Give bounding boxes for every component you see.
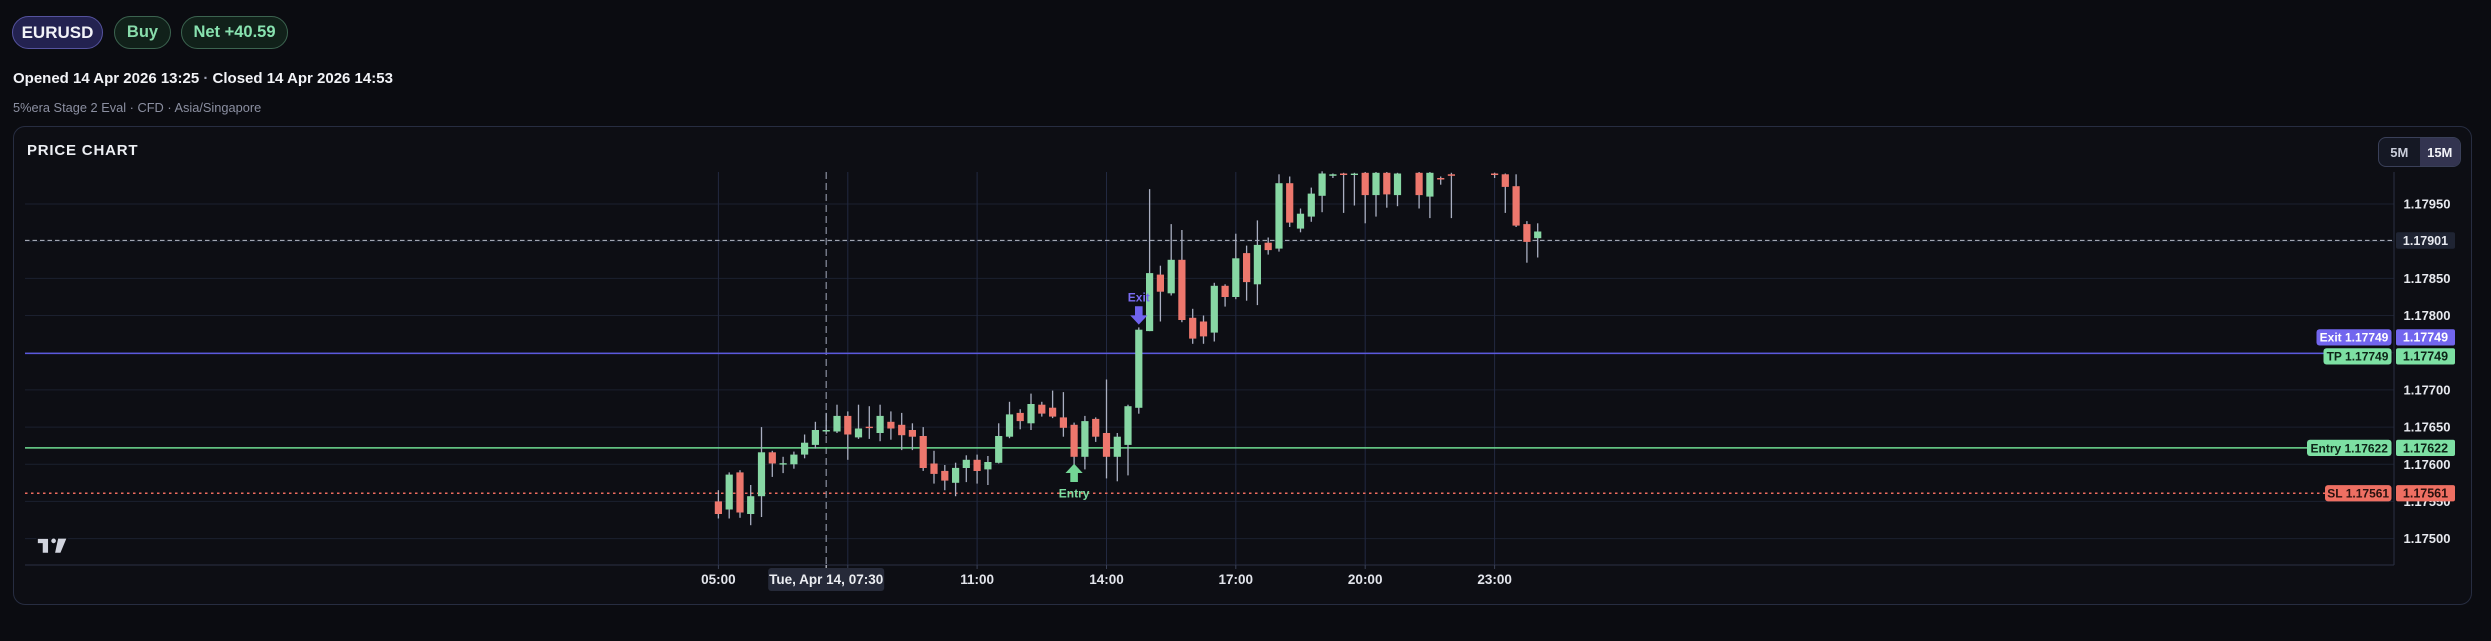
svg-text:17:00: 17:00 <box>1219 572 1254 587</box>
svg-text:TP 1.17749: TP 1.17749 <box>2327 350 2389 364</box>
svg-text:1.17600: 1.17600 <box>2404 457 2451 472</box>
svg-text:1.17700: 1.17700 <box>2404 383 2451 398</box>
svg-text:Exit: Exit <box>1128 291 1150 305</box>
svg-text:1.17749: 1.17749 <box>2403 350 2448 364</box>
svg-text:1.17950: 1.17950 <box>2404 197 2451 212</box>
svg-text:1.17500: 1.17500 <box>2404 531 2451 546</box>
svg-text:1.17800: 1.17800 <box>2404 308 2451 323</box>
svg-text:05:00: 05:00 <box>701 572 736 587</box>
svg-text:SL 1.17561: SL 1.17561 <box>2327 487 2389 501</box>
svg-text:Exit 1.17749: Exit 1.17749 <box>2320 331 2389 345</box>
svg-text:1.17850: 1.17850 <box>2404 271 2451 286</box>
svg-text:Tue, Apr 14, 07:30: Tue, Apr 14, 07:30 <box>769 572 883 587</box>
svg-text:14:00: 14:00 <box>1089 572 1124 587</box>
svg-text:1.17901: 1.17901 <box>2403 234 2448 248</box>
svg-text:11:00: 11:00 <box>960 572 994 587</box>
svg-text:Entry: Entry <box>1059 487 1090 501</box>
svg-text:20:00: 20:00 <box>1348 572 1383 587</box>
svg-text:1.17749: 1.17749 <box>2403 331 2448 345</box>
svg-text:1.17622: 1.17622 <box>2403 441 2448 455</box>
svg-text:1.17561: 1.17561 <box>2403 487 2448 501</box>
svg-text:1.17650: 1.17650 <box>2404 420 2451 435</box>
svg-text:23:00: 23:00 <box>1477 572 1512 587</box>
svg-text:Entry 1.17622: Entry 1.17622 <box>2311 441 2389 455</box>
